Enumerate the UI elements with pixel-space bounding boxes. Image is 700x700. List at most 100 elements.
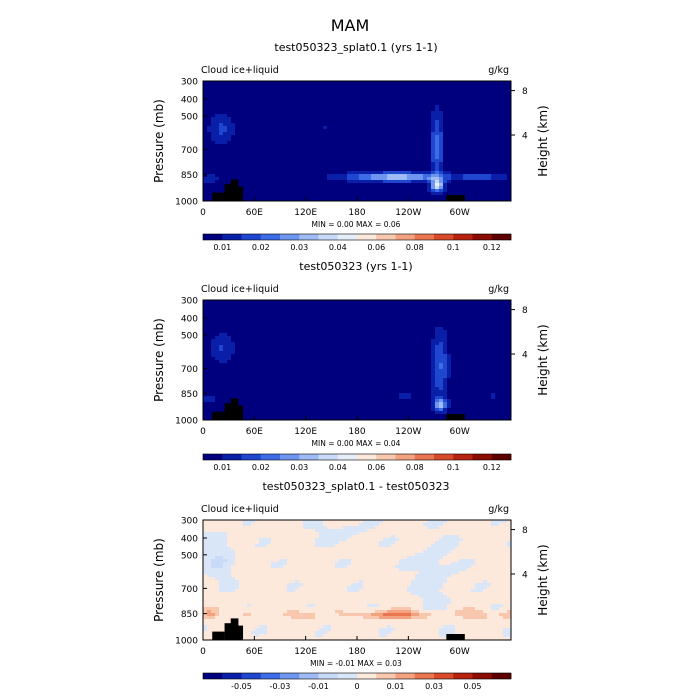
heatmap-cell [399,114,404,118]
heatmap-cell [387,333,392,337]
heatmap-cell [383,357,388,361]
heatmap-cell [283,168,288,172]
heatmap-cell [471,105,476,109]
heatmap-cell [259,351,264,355]
heatmap-cell [507,345,512,349]
heatmap-cell [491,129,496,133]
heatmap-cell [299,339,304,343]
heatmap-cell [371,105,376,109]
heatmap-cell [259,309,264,313]
heatmap-cell [227,153,232,157]
heatmap-cell [223,87,228,91]
heatmap-cell [371,156,376,160]
heatmap-cell [211,93,216,97]
heatmap-cell [327,114,332,118]
heatmap-cell [243,333,248,337]
heatmap-cell [427,102,432,106]
heatmap-cell [299,153,304,157]
heatmap-cell [307,336,312,340]
heatmap-cell [491,102,496,106]
heatmap-cell [359,117,364,121]
heatmap-cell [203,339,208,343]
heatmap-cell [347,81,352,85]
heatmap-cell [275,351,280,355]
heatmap-cell [283,321,288,325]
heatmap-cell [335,351,340,355]
heatmap-cell [223,345,228,349]
heatmap-cell [427,345,432,349]
heatmap-cell [343,159,348,163]
heatmap-cell [399,363,404,367]
heatmap-cell [363,192,368,196]
heatmap-cell [287,306,292,310]
heatmap-cells [203,300,512,421]
heatmap-cell [495,99,500,103]
heatmap-cell [435,105,440,109]
heatmap-cell [459,342,464,346]
heatmap-cell [335,165,340,169]
heatmap-cell [483,357,488,361]
heatmap-cell [203,363,208,367]
heatmap-cell [403,336,408,340]
heatmap-cell [491,114,496,118]
heatmap-cell [487,177,492,181]
heatmap-cell [491,108,496,112]
heatmap-cell [347,351,352,355]
heatmap-cell [499,339,504,343]
heatmap-cell [439,171,444,175]
heatmap-cell [371,138,376,142]
heatmap-cell [287,165,292,169]
heatmap-cell [335,189,340,193]
heatmap-cell [423,177,428,181]
heatmap-cell [219,354,224,358]
heatmap-cell [323,84,328,88]
heatmap-cell [431,330,436,334]
heatmap-cell [439,345,444,349]
heatmap-cell [507,132,512,136]
heatmap-cell [263,306,268,310]
heatmap-cell [435,189,440,193]
heatmap-cell [463,132,468,136]
heatmap-cell [403,327,408,331]
heatmap-cell [439,135,444,139]
heatmap-cell [203,324,208,328]
heatmap-cell [423,81,428,85]
heatmap-cell [299,129,304,133]
heatmap-cell [323,156,328,160]
heatmap-cell [379,156,384,160]
heatmap-cell [355,339,360,343]
heatmap-cell [335,345,340,349]
heatmap-cell [307,159,312,163]
heatmap-cell [323,192,328,196]
heatmap-cell [335,327,340,331]
heatmap-cell [475,336,480,340]
heatmap-cell [335,186,340,190]
heatmap-cell [227,345,232,349]
heatmap-cell [295,369,300,373]
heatmap-cell [439,324,444,328]
heatmap-cell [487,333,492,337]
heatmap-cell [223,108,228,112]
heatmap-cell [375,330,380,334]
heatmap-cell [459,96,464,100]
heatmap-cell [259,159,264,163]
heatmap-cell [347,147,352,151]
heatmap-cell [283,153,288,157]
heatmap-cell [359,99,364,103]
heatmap-cell [303,342,308,346]
heatmap-cell [207,300,212,304]
heatmap-cell [355,369,360,373]
heatmap-cell [255,132,260,136]
heatmap-cell [499,153,504,157]
heatmap-cell [327,339,332,343]
heatmap-cell [315,357,320,361]
heatmap-cell [403,156,408,160]
heatmap-cell [423,111,428,115]
heatmap-cell [315,348,320,352]
heatmap-cell [471,159,476,163]
heatmap-cell [295,363,300,367]
heatmap-cell [263,327,268,331]
heatmap-cell [303,90,308,94]
heatmap-cell [203,171,208,175]
heatmap-cell [491,177,496,181]
